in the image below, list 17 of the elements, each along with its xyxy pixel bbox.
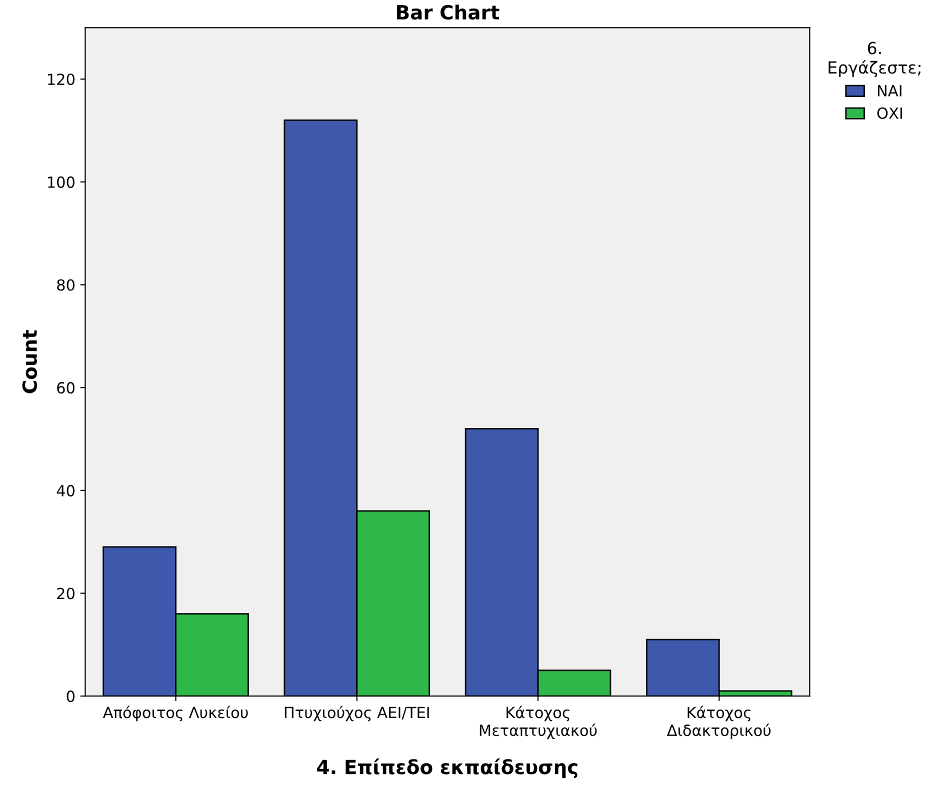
x-tick-label: Κάτοχος Διδακτορικού xyxy=(666,706,771,740)
x-tick-label: Κάτοχος Μεταπτυχιακού xyxy=(480,706,597,740)
legend-title: 6. Εργάζεστε; xyxy=(828,42,920,78)
y-tick-label: 40 xyxy=(56,484,74,496)
y-tick-label: 80 xyxy=(57,279,74,291)
y-tick-label: 20 xyxy=(57,588,74,600)
x-tick-label: Απόφοιτος Λυκείου xyxy=(102,706,248,722)
y-tick-label: 0 xyxy=(66,690,74,702)
y-axis-title: Count xyxy=(22,330,38,394)
legend-label: ΟΧΙ xyxy=(877,107,902,119)
y-tick-label: 120 xyxy=(48,74,74,86)
y-tick-label: 100 xyxy=(48,176,74,188)
x-tick-label: Πτυχιούχος ΑΕΙ/ΤΕΙ xyxy=(284,706,429,722)
x-axis-title: 4. Επίπεδο εκπαίδευσης xyxy=(317,758,578,778)
y-tick-label: 60 xyxy=(57,382,74,394)
chart-title: Bar Chart xyxy=(397,4,500,20)
legend-label: ΝΑΙ xyxy=(878,85,902,96)
